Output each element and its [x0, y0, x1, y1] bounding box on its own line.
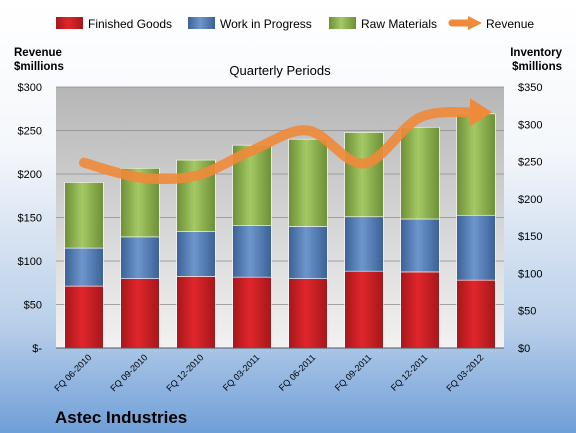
left-tick-label: $250: [18, 126, 42, 138]
bar-raw-materials: [344, 132, 384, 218]
left-tick-label: $300: [18, 82, 42, 94]
revenue-line: [79, 98, 492, 185]
bar-finished-goods: [176, 276, 216, 349]
bar-work-in-progress: [64, 247, 104, 287]
right-tick-label: $200: [518, 194, 542, 206]
bar-work-in-progress: [344, 216, 384, 272]
bar-work-in-progress: [456, 214, 496, 281]
revenue-point: [364, 163, 365, 164]
legend-swatch-work-in-progress: [188, 17, 215, 29]
bar-finished-goods: [120, 278, 160, 349]
left-tick-label: $50: [24, 300, 42, 312]
bar-work-in-progress: [232, 225, 272, 278]
right-axis-title-line2: $millions: [512, 61, 562, 73]
bar-work-in-progress: [120, 236, 160, 279]
revenue-point: [308, 130, 309, 131]
right-tick-label: $300: [518, 119, 542, 131]
right-tick-label: $350: [518, 82, 542, 94]
bar-finished-goods: [288, 278, 328, 349]
revenue-point: [196, 175, 197, 176]
right-axis-title-line1: Inventory: [510, 47, 562, 59]
revenue-point: [420, 117, 421, 118]
revenue-arrowhead: [470, 98, 492, 127]
bar-finished-goods: [456, 279, 496, 349]
legend-label-revenue: Revenue: [486, 17, 534, 31]
bar-finished-goods: [64, 285, 104, 349]
left-tick-label: $200: [18, 169, 42, 181]
legend-label-work-in-progress: Work in Progress: [220, 17, 312, 31]
right-tick-label: $150: [518, 231, 542, 243]
legend: Finished Goods Work in Progress Raw Mate…: [56, 16, 534, 31]
company-name: Astec Industries: [55, 408, 187, 427]
left-axis-title-line1: Revenue: [14, 47, 62, 59]
bar-finished-goods: [400, 271, 440, 349]
right-tick-label: $0: [518, 343, 530, 355]
legend-arrowhead-revenue: [468, 16, 482, 30]
bar-work-in-progress: [288, 226, 328, 279]
bar-finished-goods: [344, 270, 384, 349]
revenue-point: [252, 150, 253, 151]
bar-raw-materials: [456, 113, 496, 216]
legend-swatch-finished-goods: [56, 17, 83, 29]
left-axis-title-line2: $millions: [14, 61, 64, 73]
revenue-line-path: [79, 106, 481, 185]
bar-finished-goods: [232, 276, 272, 349]
left-tick-label: $100: [18, 256, 42, 268]
bar-raw-materials: [400, 126, 440, 220]
revenue-point: [140, 177, 141, 178]
left-tick-label: $150: [18, 213, 42, 225]
bar-work-in-progress: [176, 231, 216, 277]
left-axis-ticks: $- $50 $100 $150 $200 $250 $300: [18, 82, 43, 355]
legend-label-finished-goods: Finished Goods: [88, 17, 172, 31]
right-tick-label: $100: [518, 268, 542, 280]
chart-title: Quarterly Periods: [229, 63, 331, 78]
bar-raw-materials: [288, 138, 328, 227]
bar-raw-materials: [64, 182, 104, 249]
right-axis-ticks: $0 $50 $100 $150 $200 $250 $300 $350: [518, 82, 542, 355]
left-tick-label: $-: [32, 343, 42, 355]
bar-work-in-progress: [400, 218, 440, 273]
revenue-point: [476, 112, 477, 113]
legend-swatch-raw-materials: [329, 17, 356, 29]
legend-label-raw-materials: Raw Materials: [361, 17, 437, 31]
right-tick-label: $50: [518, 306, 536, 318]
right-tick-label: $250: [518, 157, 542, 169]
revenue-point: [84, 162, 85, 163]
